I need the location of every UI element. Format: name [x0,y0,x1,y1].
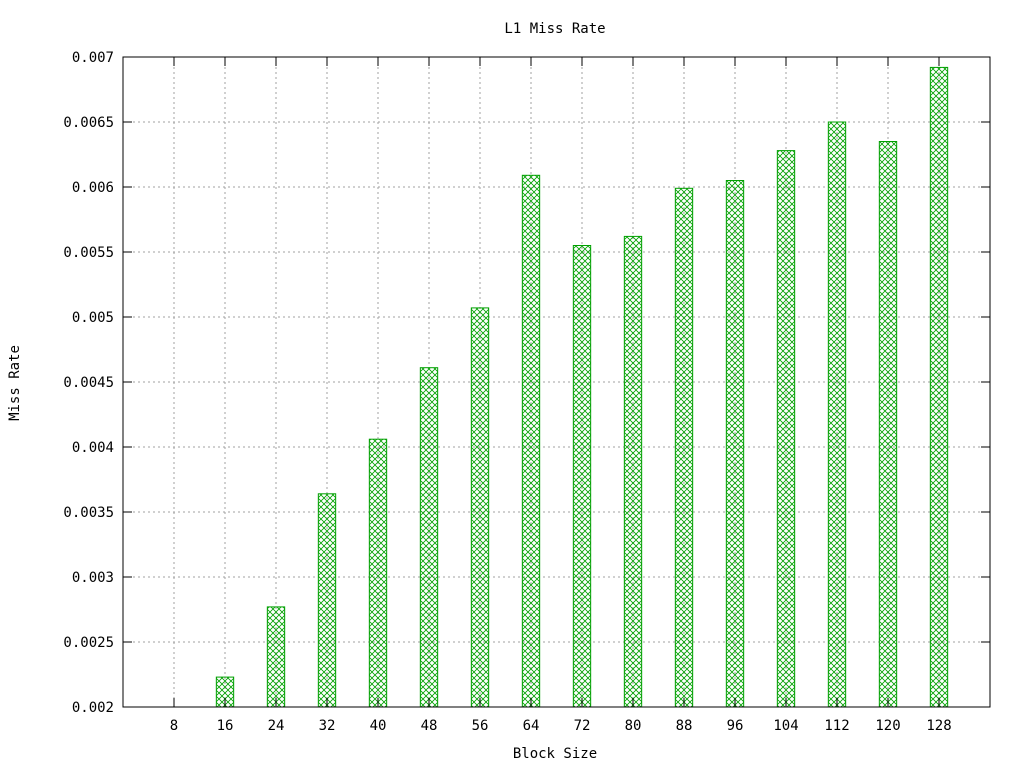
x-tick-label: 24 [268,718,285,734]
bars [215,66,949,708]
y-axis-label: Miss Rate [7,345,23,421]
x-tick-label: 72 [574,718,591,734]
y-tick-label: 0.0045 [63,375,114,391]
y-tick-label: 0.0025 [63,635,114,651]
grid-lines [123,57,990,707]
bar-112 [827,121,847,708]
y-tick-label: 0.003 [72,570,114,586]
y-axis-tick-labels: 0.002 0.0025 0.003 0.0035 0.004 0.0045 0.005 0.… [63,50,114,716]
x-axis-tick-labels: 8 16 24 32 40 48 56 64 72 80 88 96 104 112 120 128 [170,718,952,734]
y-tick-label: 0.004 [72,440,114,456]
y-tick-label: 0.0035 [63,505,114,521]
x-tick-label: 128 [926,718,951,734]
bar-88 [674,187,694,708]
x-tick-label: 32 [319,718,336,734]
bar-80 [623,235,643,708]
x-tick-label: 88 [676,718,693,734]
x-tick-label: 96 [727,718,744,734]
x-tick-label: 56 [472,718,489,734]
bar-128 [929,66,949,708]
bar-32 [317,493,337,708]
bar-104 [776,150,796,708]
x-tick-label: 64 [523,718,540,734]
bar-24 [266,606,286,708]
tick-marks [123,56,990,708]
x-tick-label: 8 [170,718,178,734]
x-tick-label: 112 [824,718,849,734]
y-tick-label: 0.0055 [63,245,114,261]
bar-40 [368,438,388,708]
bar-48 [419,367,439,708]
x-tick-label: 16 [217,718,234,734]
y-tick-label: 0.006 [72,180,114,196]
x-tick-label: 120 [875,718,900,734]
bar-64 [521,174,541,708]
bar-72 [572,245,592,708]
x-tick-label: 40 [370,718,387,734]
bar-120 [878,141,898,708]
bar-96 [725,180,745,708]
bar-56 [470,307,490,708]
y-tick-label: 0.002 [72,700,114,716]
x-tick-label: 104 [773,718,798,734]
y-tick-label: 0.005 [72,310,114,326]
x-axis-label: Block Size [513,746,597,762]
x-tick-label: 48 [421,718,438,734]
y-tick-label: 0.007 [72,50,114,66]
x-tick-label: 80 [625,718,642,734]
chart-title: L1 Miss Rate [504,21,605,37]
y-tick-label: 0.0065 [63,115,114,131]
